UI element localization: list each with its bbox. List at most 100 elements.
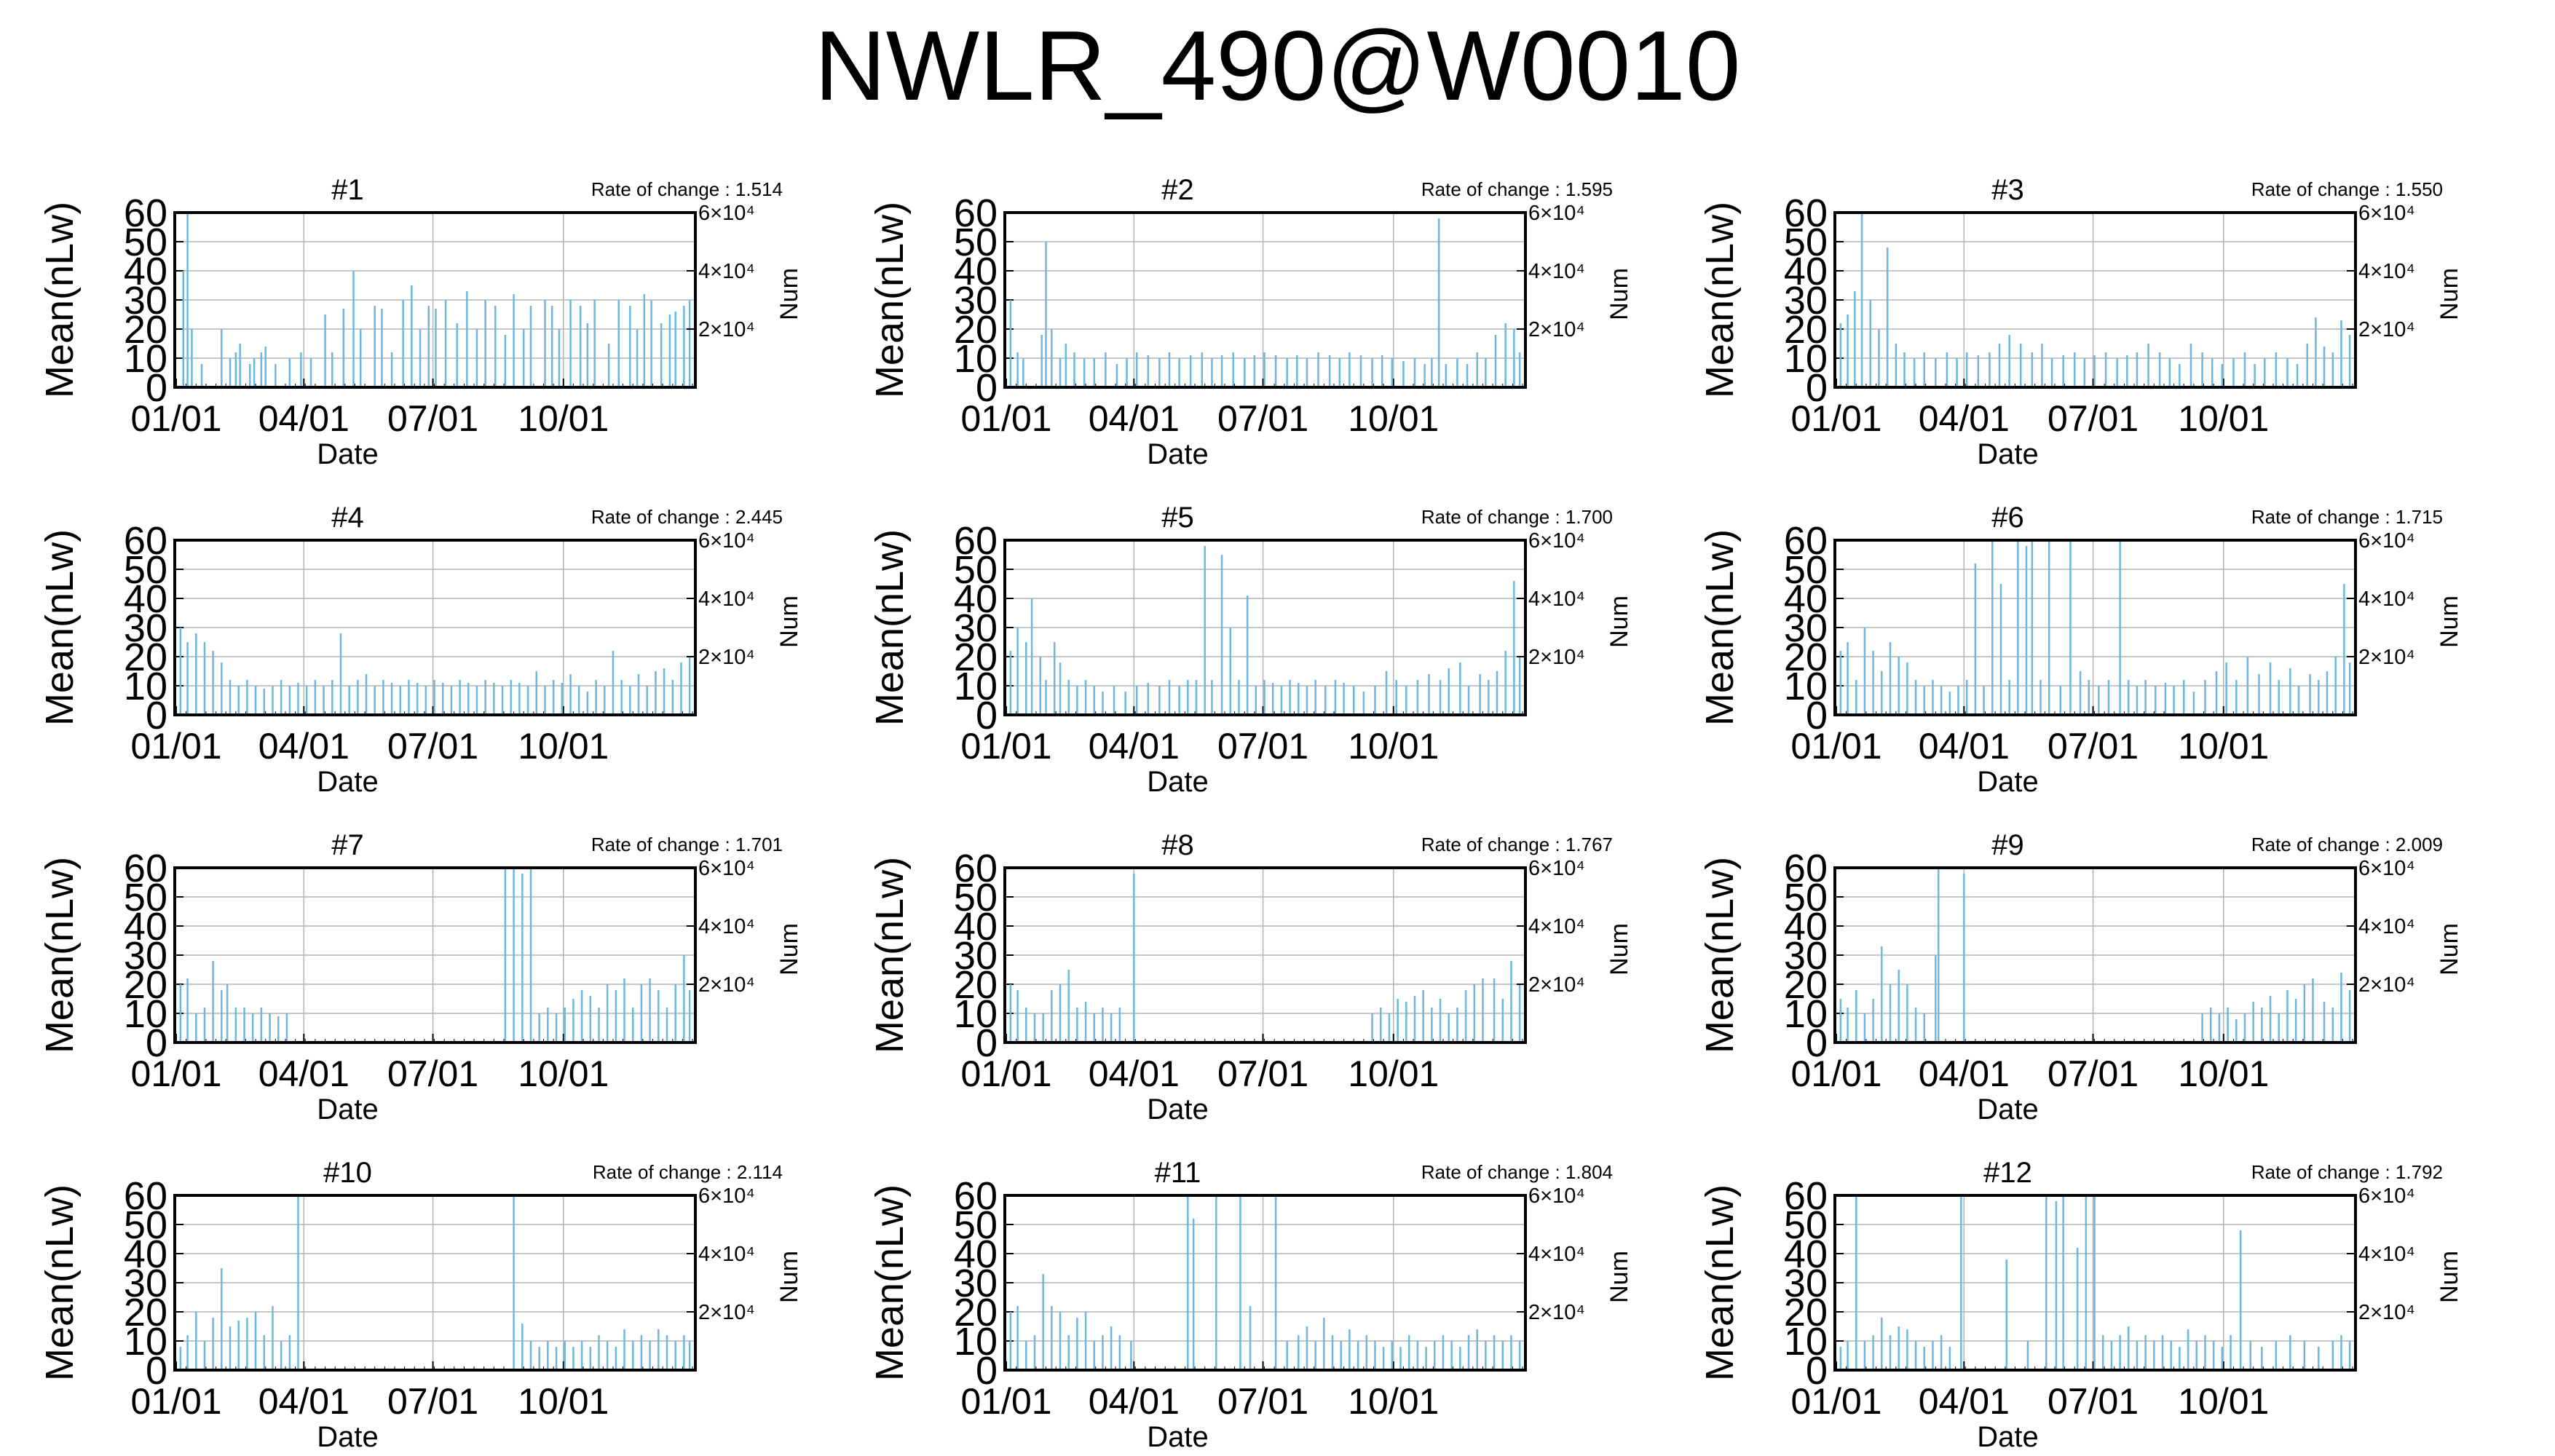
y-axis-label: Mean(nLw) (868, 1184, 912, 1381)
x-tick-label: 04/01 (1089, 398, 1180, 439)
y2-tick-label: 2×10⁴ (2358, 1301, 2415, 1324)
x-tick-label: 07/01 (2047, 726, 2139, 767)
x-tick-label: 07/01 (1217, 1381, 1308, 1422)
y2-tick-label: 2×10⁴ (698, 318, 755, 341)
rate-of-change-label: Rate of change : 1.550 (2251, 178, 2443, 200)
y-axis-label: Mean(nLw) (1698, 1184, 1742, 1381)
y-axis-label: Mean(nLw) (1698, 529, 1742, 726)
y-tick-label: 60 (1784, 519, 1828, 563)
y2-axis-label: Num (1606, 1251, 1633, 1303)
y-tick-label: 60 (954, 1174, 998, 1218)
rate-of-change-label: Rate of change : 2.445 (591, 506, 783, 528)
rate-of-change-label: Rate of change : 1.700 (1421, 506, 1613, 528)
y2-tick-label: 6×10⁴ (1528, 1184, 1585, 1208)
y-tick-label: 20 (954, 963, 998, 1007)
plot-frame (173, 211, 697, 389)
y-tick-label: 0 (146, 694, 167, 737)
y-tick-label: 0 (976, 366, 998, 410)
panel-title: #4 (331, 502, 364, 534)
rate-of-change-label: Rate of change : 1.595 (1421, 178, 1613, 200)
x-tick-label: 10/01 (518, 1053, 609, 1094)
x-tick-label: 04/01 (258, 1381, 350, 1422)
y2-tick-label: 2×10⁴ (698, 646, 755, 669)
y-tick-label: 60 (124, 191, 167, 235)
y-tick-label: 10 (124, 665, 167, 708)
x-axis-label: Date (1147, 438, 1209, 470)
x-tick-label: 01/01 (130, 1053, 221, 1094)
y-tick-label: 50 (954, 221, 998, 264)
x-tick-label: 07/01 (387, 1053, 478, 1094)
y-tick-label: 30 (1784, 606, 1828, 650)
rate-of-change-label: Rate of change : 2.114 (593, 1161, 783, 1183)
x-tick-label: 01/01 (960, 398, 1051, 439)
x-tick-label: 10/01 (1348, 1381, 1439, 1422)
x-tick-label: 10/01 (518, 726, 609, 767)
y-tick-label: 30 (124, 1262, 167, 1305)
x-tick-label: 01/01 (960, 1381, 1051, 1422)
y2-axis-label: Num (2436, 596, 2463, 648)
y2-tick-label: 4×10⁴ (2358, 915, 2415, 938)
y-axis-label: Mean(nLw) (868, 202, 912, 398)
y2-tick-label: 4×10⁴ (1528, 915, 1585, 938)
y2-tick-label: 4×10⁴ (698, 260, 755, 283)
x-tick-label: 01/01 (130, 398, 221, 439)
y2-tick-label: 2×10⁴ (1528, 973, 1585, 997)
plot-frame (1833, 1194, 2357, 1372)
y2-tick-label: 6×10⁴ (698, 857, 755, 880)
y2-axis-label: Num (2436, 268, 2463, 320)
x-axis-label: Date (1977, 1421, 2039, 1453)
x-tick-label: 10/01 (1348, 398, 1439, 439)
rate-of-change-label: Rate of change : 1.804 (1421, 1161, 1613, 1183)
y-tick-label: 10 (124, 1320, 167, 1364)
y-tick-label: 0 (1806, 1349, 1828, 1393)
y-tick-label: 10 (1784, 992, 1828, 1036)
plot-frame (1833, 866, 2357, 1044)
y2-tick-label: 6×10⁴ (1528, 857, 1585, 880)
y-tick-label: 30 (1784, 934, 1828, 978)
y-tick-label: 20 (1784, 963, 1828, 1007)
x-tick-label: 01/01 (1790, 1381, 1881, 1422)
y-tick-label: 0 (1806, 366, 1828, 410)
y-tick-label: 20 (124, 308, 167, 352)
y-tick-label: 60 (954, 519, 998, 563)
x-axis-label: Date (317, 438, 379, 470)
y-tick-label: 0 (146, 366, 167, 410)
y-tick-label: 40 (124, 577, 167, 621)
y2-tick-label: 6×10⁴ (2358, 857, 2415, 880)
panel-title: #11 (1155, 1157, 1201, 1189)
y2-tick-label: 6×10⁴ (1528, 202, 1585, 225)
y-tick-label: 60 (1784, 191, 1828, 235)
x-tick-label: 07/01 (387, 398, 478, 439)
y-tick-label: 40 (1784, 905, 1828, 949)
y2-tick-label: 4×10⁴ (698, 1243, 755, 1266)
x-tick-label: 04/01 (1089, 726, 1180, 767)
x-axis-label: Date (1977, 438, 2039, 470)
y-tick-label: 30 (954, 606, 998, 650)
rate-of-change-label: Rate of change : 1.715 (2251, 506, 2443, 528)
x-tick-label: 01/01 (1790, 726, 1881, 767)
x-axis-label: Date (1147, 766, 1209, 798)
page-title: NWLR_490@W0010 (814, 10, 1741, 121)
y-tick-label: 0 (146, 1349, 167, 1393)
y2-axis-label: Num (1606, 268, 1633, 320)
x-tick-label: 01/01 (960, 1053, 1051, 1094)
x-tick-label: 10/01 (1348, 726, 1439, 767)
y2-tick-label: 6×10⁴ (2358, 202, 2415, 225)
y2-tick-label: 2×10⁴ (1528, 646, 1585, 669)
y-axis-label: Mean(nLw) (868, 857, 912, 1053)
x-tick-label: 04/01 (1919, 726, 2010, 767)
y-axis-label: Mean(nLw) (38, 202, 82, 398)
y-tick-label: 40 (954, 577, 998, 621)
y-tick-label: 20 (124, 636, 167, 679)
x-tick-label: 10/01 (518, 1381, 609, 1422)
plot-frame (1003, 211, 1527, 389)
y-tick-label: 50 (1784, 548, 1828, 592)
x-tick-label: 10/01 (2178, 1053, 2269, 1094)
y2-tick-label: 4×10⁴ (1528, 1243, 1585, 1266)
